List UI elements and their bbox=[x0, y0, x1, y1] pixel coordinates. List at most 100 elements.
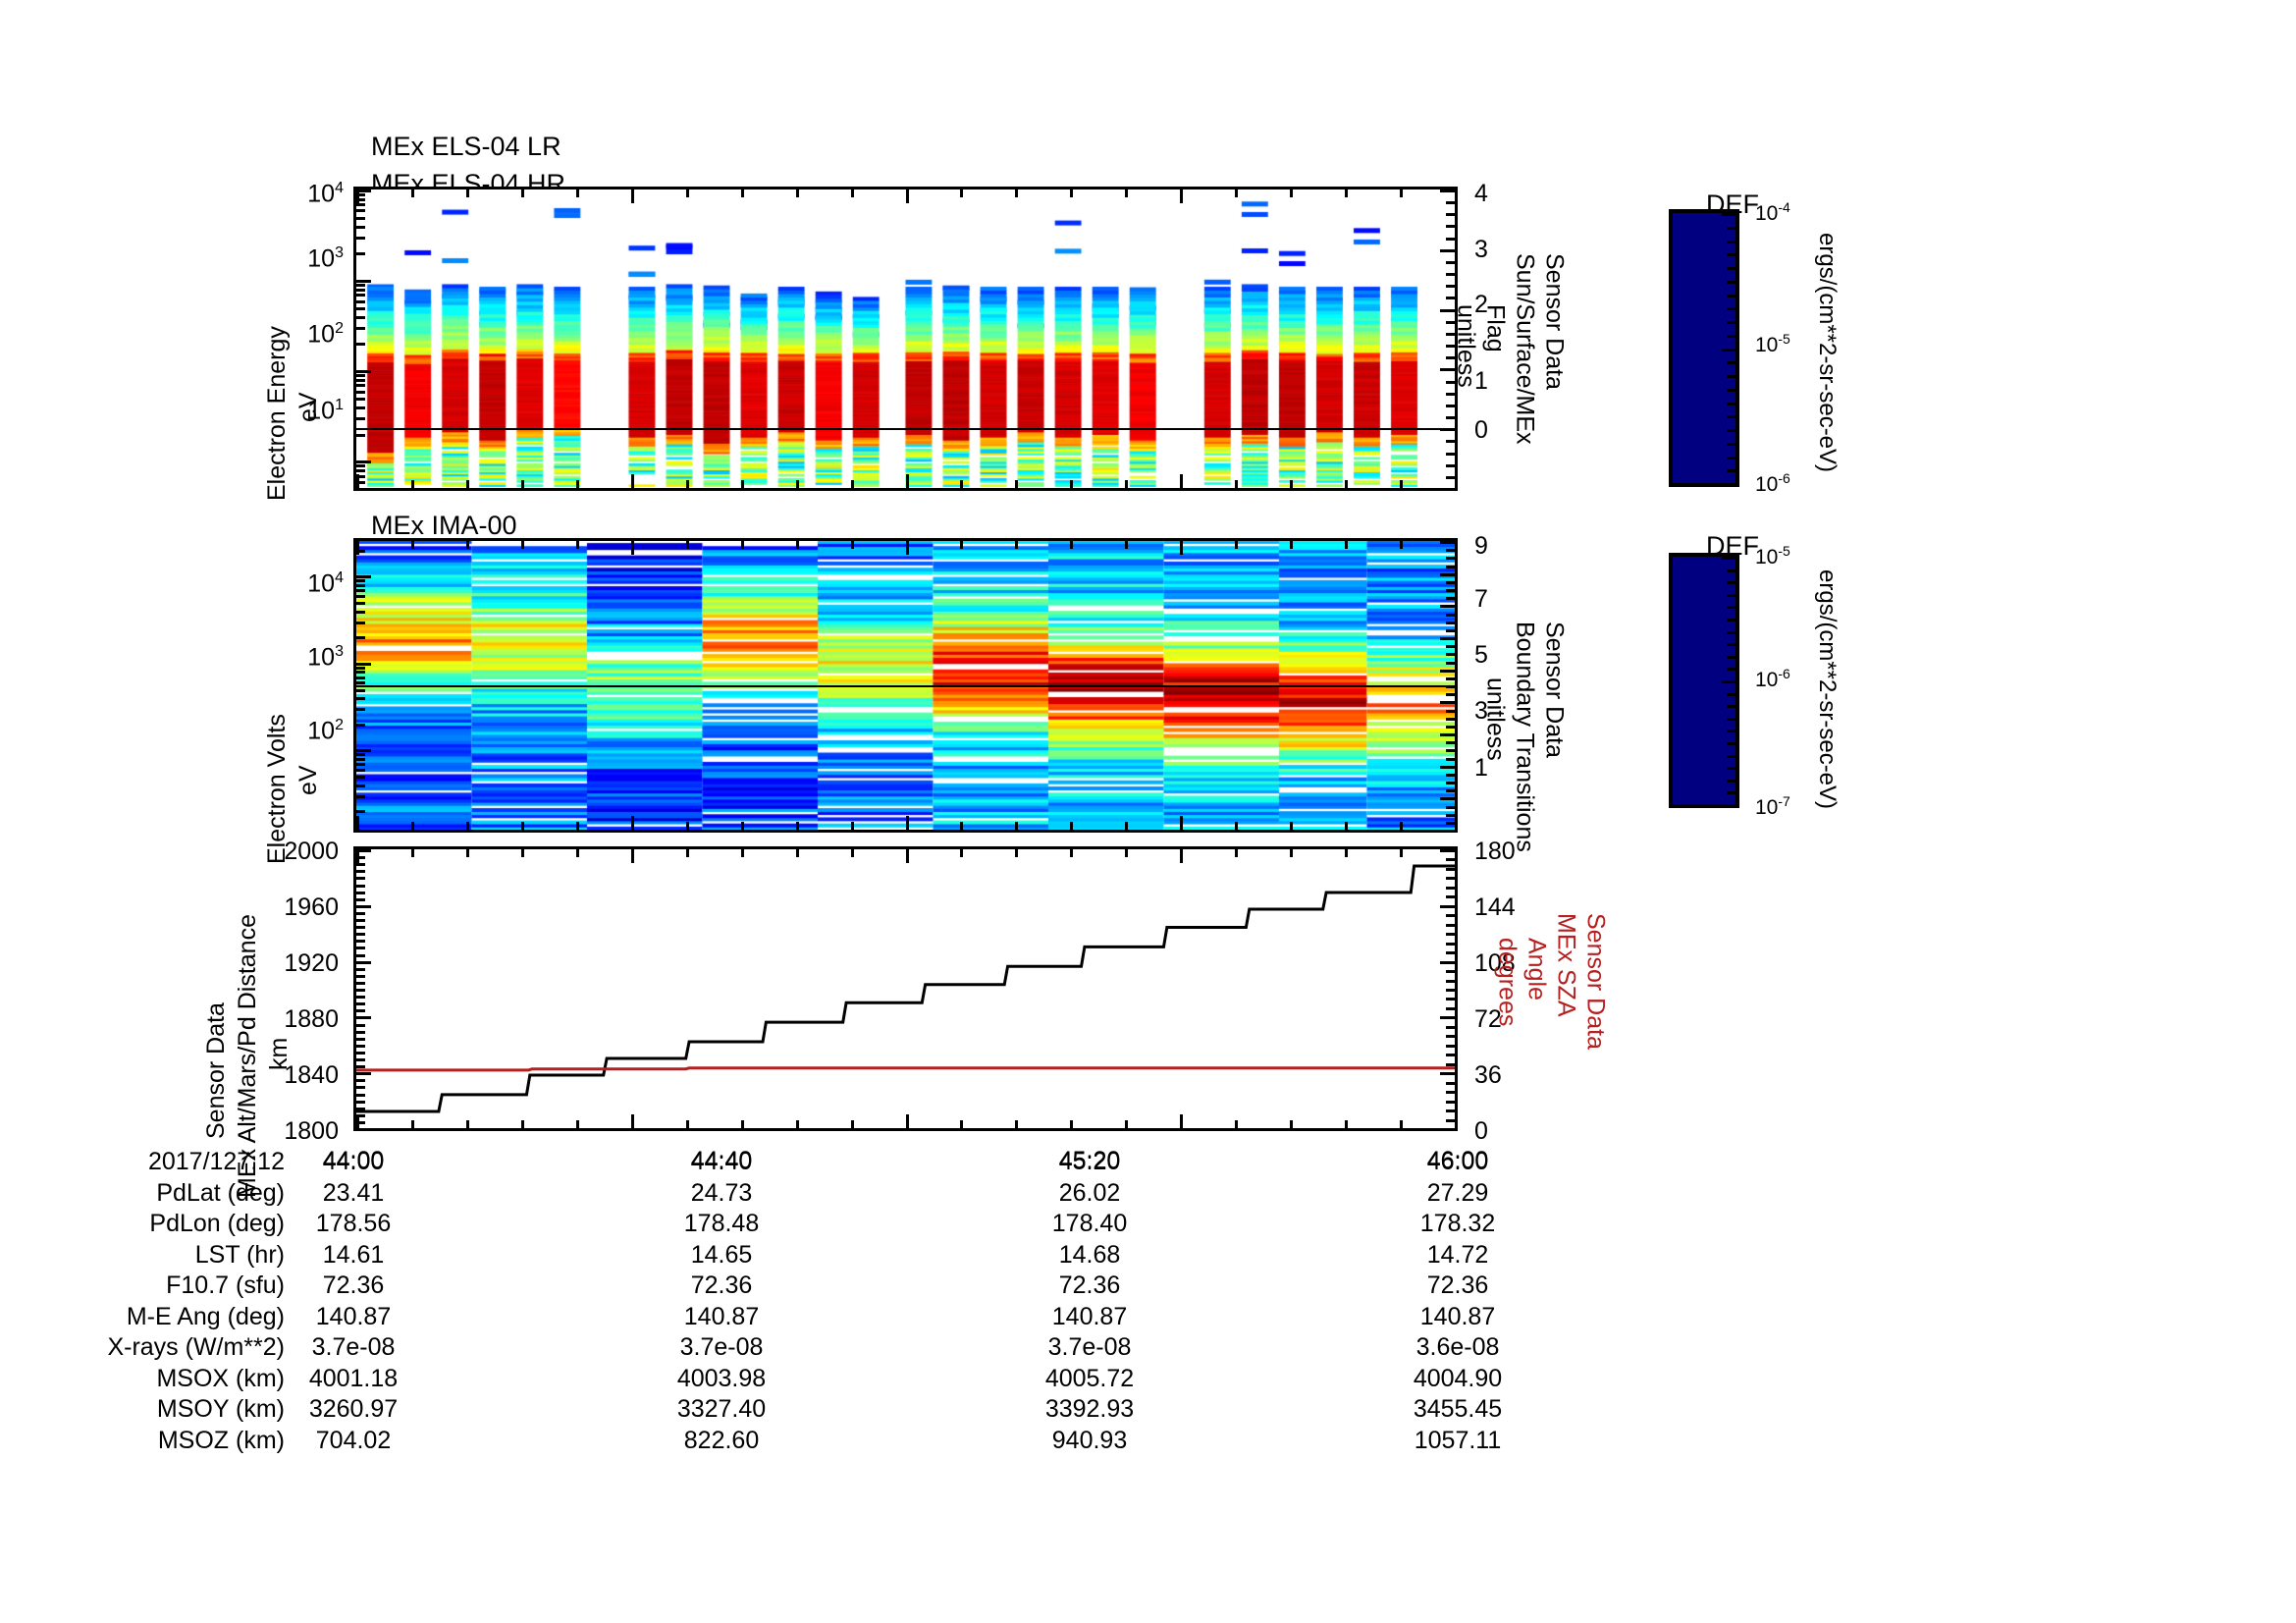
table-cell: 178.48 bbox=[683, 1210, 760, 1237]
table-cell: 23.41 bbox=[322, 1178, 385, 1207]
table-cell: 14.68 bbox=[1058, 1240, 1121, 1269]
table-cell: 140.87 bbox=[315, 1302, 392, 1330]
sza-curve bbox=[356, 1066, 1455, 1072]
panel1-plot-area[interactable] bbox=[353, 187, 1458, 491]
colorbar2-bottom-label: 10-7 bbox=[1755, 793, 1790, 819]
panel1-ytick-right-4: 4 bbox=[1474, 180, 1488, 207]
panel3-right-axis-label-1: Sensor Data bbox=[1581, 913, 1610, 1050]
table-cell: 3260.97 bbox=[308, 1395, 399, 1423]
table-cell: 4005.72 bbox=[1044, 1364, 1135, 1392]
panel3-ytick-right-36: 36 bbox=[1474, 1061, 1502, 1089]
panel1-ytick-4: 104 bbox=[307, 180, 344, 208]
panel3-ytick-1960: 1960 bbox=[284, 893, 339, 921]
panel1-ytick-right-2: 2 bbox=[1474, 291, 1488, 318]
table-cell: 3327.40 bbox=[676, 1395, 767, 1423]
table-row-label: MSOZ (km) bbox=[157, 1426, 285, 1454]
panel1-right-axis-label-1: Sensor Data bbox=[1540, 253, 1569, 390]
panel1-ytick-1: 101 bbox=[307, 397, 344, 425]
table-row-label: X-rays (W/m**2) bbox=[107, 1333, 285, 1361]
altitude-sza-plot bbox=[356, 864, 1455, 1113]
table-row-label: PdLat (deg) bbox=[156, 1178, 285, 1207]
table-cell: 140.87 bbox=[1419, 1302, 1496, 1330]
panel1-ytick-right-3: 3 bbox=[1474, 236, 1488, 263]
colorbar2-units: ergs/(cm**2-sr-sec-eV) bbox=[1814, 569, 1841, 810]
panel2-right-axis-label-1: Sensor Data bbox=[1540, 622, 1569, 758]
table-cell: 72.36 bbox=[690, 1271, 753, 1299]
panel3-ytick-right-180: 180 bbox=[1474, 838, 1516, 865]
table-cell: 3.6e-08 bbox=[1415, 1333, 1500, 1361]
table-cell: 3.7e-08 bbox=[1047, 1333, 1132, 1361]
panel3-plot-area[interactable] bbox=[353, 846, 1458, 1131]
table-cell: 72.36 bbox=[1058, 1271, 1121, 1299]
table-cell: 1057.11 bbox=[1414, 1426, 1502, 1454]
table-cell: 140.87 bbox=[1051, 1302, 1128, 1330]
table-cell: 4003.98 bbox=[676, 1364, 767, 1392]
table-cell: 14.61 bbox=[322, 1240, 385, 1269]
panel3-right-axis-label-2: MEx SZA bbox=[1552, 913, 1580, 1017]
table-cell: 44:00 bbox=[322, 1148, 385, 1175]
table-row-label: LST (hr) bbox=[194, 1240, 285, 1269]
table-row-label: 2017/127:12 bbox=[147, 1148, 285, 1175]
xtick-label-0: 44:00 bbox=[322, 1147, 385, 1174]
table-row-label: F10.7 (sfu) bbox=[166, 1271, 285, 1299]
panel1-title-lr: MEx ELS-04 LR bbox=[371, 132, 561, 161]
table-row-label: M-E Ang (deg) bbox=[126, 1302, 285, 1330]
panel1-ytick-right-1: 1 bbox=[1474, 367, 1488, 395]
panel2-ytick-2: 102 bbox=[307, 717, 344, 745]
panel3-right-axis-label-4: degrees bbox=[1493, 938, 1522, 1027]
panel2-right-axis-label-3: unitless bbox=[1481, 677, 1510, 761]
altitude-curve bbox=[356, 864, 1455, 1113]
panel1-ytick-3: 103 bbox=[307, 244, 344, 273]
colorbar1-units: ergs/(cm**2-sr-sec-eV) bbox=[1814, 233, 1841, 473]
sun-surface-flag-line bbox=[356, 428, 1455, 431]
table-cell: 140.87 bbox=[683, 1302, 760, 1330]
table-cell: 72.36 bbox=[1426, 1271, 1489, 1299]
panel2-ytick-right-9: 9 bbox=[1474, 532, 1488, 560]
panel2-right-axis-label-2: Boundary Transitions bbox=[1511, 622, 1539, 852]
panel3-ytick-right-144: 144 bbox=[1474, 893, 1516, 921]
table-cell: 4004.90 bbox=[1413, 1364, 1503, 1392]
colorbar2-gradient bbox=[1669, 553, 1739, 808]
table-row-label: MSOX (km) bbox=[156, 1364, 285, 1392]
table-cell: 178.56 bbox=[315, 1210, 392, 1237]
panel2-plot-area[interactable] bbox=[353, 538, 1458, 833]
table-cell: 178.40 bbox=[1051, 1210, 1128, 1237]
panel2-ytick-right-7: 7 bbox=[1474, 585, 1488, 613]
panel1-ytick-2: 102 bbox=[307, 320, 344, 349]
table-cell: 178.32 bbox=[1419, 1210, 1496, 1237]
table-cell: 45:20 bbox=[1058, 1148, 1121, 1175]
xtick-label-2: 45:20 bbox=[1058, 1147, 1121, 1174]
colorbar2-mid-label: 10-6 bbox=[1755, 666, 1790, 691]
table-cell: 940.93 bbox=[1051, 1426, 1128, 1454]
table-cell: 72.36 bbox=[322, 1271, 385, 1299]
table-cell: 3392.93 bbox=[1044, 1395, 1135, 1423]
panel2-ytick-3: 103 bbox=[307, 643, 344, 672]
table-cell: 3.7e-08 bbox=[311, 1333, 396, 1361]
panel2-ytick-4: 104 bbox=[307, 569, 344, 598]
table-cell: 46:00 bbox=[1426, 1148, 1489, 1175]
xtick-label-1: 44:40 bbox=[690, 1147, 753, 1174]
table-cell: 3.7e-08 bbox=[679, 1333, 764, 1361]
panel3-right-axis-label-3: Angle bbox=[1522, 938, 1551, 1001]
table-row-label: MSOY (km) bbox=[156, 1395, 285, 1423]
panel2-ytick-right-3: 3 bbox=[1474, 697, 1488, 725]
table-cell: 44:40 bbox=[690, 1148, 753, 1175]
colorbar1-top-label: 10-4 bbox=[1755, 199, 1790, 225]
panel1-ytick-right-0: 0 bbox=[1474, 416, 1488, 444]
panel2-ytick-right-1: 1 bbox=[1474, 754, 1488, 782]
colorbar2-top-label: 10-5 bbox=[1755, 543, 1790, 568]
panel3-ytick-1840: 1840 bbox=[284, 1061, 339, 1089]
colorbar1-bottom-label: 10-6 bbox=[1755, 470, 1790, 496]
panel3-ytick-1920: 1920 bbox=[284, 949, 339, 977]
table-cell: 24.73 bbox=[690, 1178, 753, 1207]
boundary-transition-line bbox=[356, 685, 1455, 687]
table-cell: 3455.45 bbox=[1413, 1395, 1503, 1423]
panel1-right-axis-label-3: Flag bbox=[1481, 304, 1510, 352]
table-row-label: PdLon (deg) bbox=[149, 1210, 285, 1237]
table-cell: 26.02 bbox=[1058, 1178, 1121, 1207]
panel3-ytick-right-108: 108 bbox=[1474, 949, 1516, 977]
colorbar1-mid-label: 10-5 bbox=[1755, 331, 1790, 356]
panel1-right-axis-label-2: Sun/Surface/MEx bbox=[1511, 253, 1539, 445]
table-cell: 822.60 bbox=[683, 1426, 760, 1454]
table-cell: 704.02 bbox=[315, 1426, 392, 1454]
